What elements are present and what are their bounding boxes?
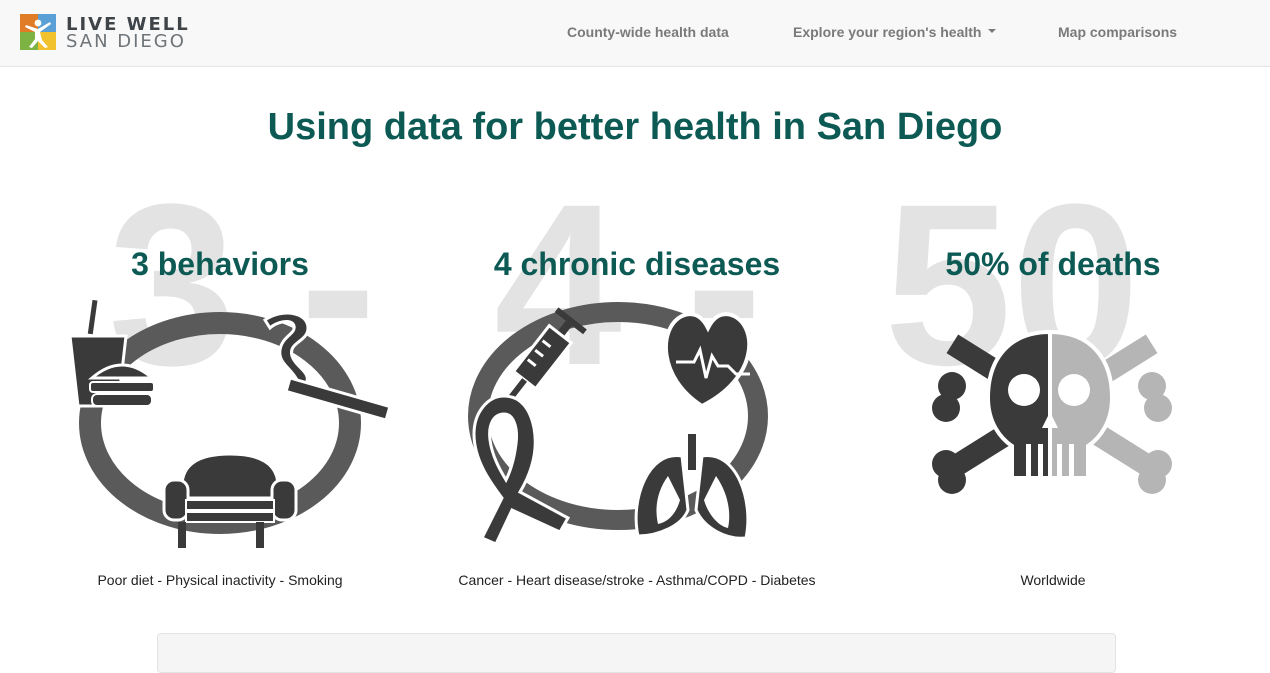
stat-caption-chronic-diseases: Cancer - Heart disease/stroke - Asthma/C… [458,572,816,588]
skull-light-half [1048,329,1172,494]
brand-name-line2: SAN DIEGO [66,31,186,52]
cigarette-icon [262,311,392,422]
stat-caption-deaths: Worldwide [1020,572,1086,588]
lungs-icon [634,434,750,540]
skull-right-eye [1058,374,1090,406]
heart-icon [663,312,752,409]
stat-title-deaths: 50% of deaths [945,246,1161,282]
fast-food-icon [68,299,157,408]
behaviors-illustration [68,299,392,548]
nav-item-label: Explore your region's health [793,24,982,40]
page-title: Using data for better health in San Dieg… [267,106,1003,148]
armchair-icon [162,452,298,548]
nav-item-label: Map comparisons [1058,24,1178,40]
top-navbar: LIVE WELL SAN DIEGO County-wide health d… [0,0,1270,67]
content-panel [157,633,1116,673]
skull-left-eye [1008,374,1040,406]
ribbon-icon [472,394,571,546]
stat-title-chronic-diseases: 4 chronic diseases [493,246,781,282]
caret-down-icon [988,29,997,34]
nav-explore-region-dropdown[interactable]: Explore your region's health [793,24,997,40]
nav-item-label: County-wide health data [567,24,729,40]
nav-map-comparisons[interactable]: Map comparisons [1058,24,1177,40]
brand-name-line1: LIVE WELL [66,14,190,35]
nav-county-wide-health-data[interactable]: County-wide health data [567,24,729,40]
stat-caption-behaviors: Poor diet - Physical inactivity - Smokin… [97,572,343,588]
live-well-logo-icon [20,14,56,50]
skull-dark-half [932,329,1052,494]
skull-crossbones-icon [932,329,1172,494]
stat-title-behaviors: 3 behaviors [131,246,309,282]
chronic-diseases-illustration [468,302,768,546]
